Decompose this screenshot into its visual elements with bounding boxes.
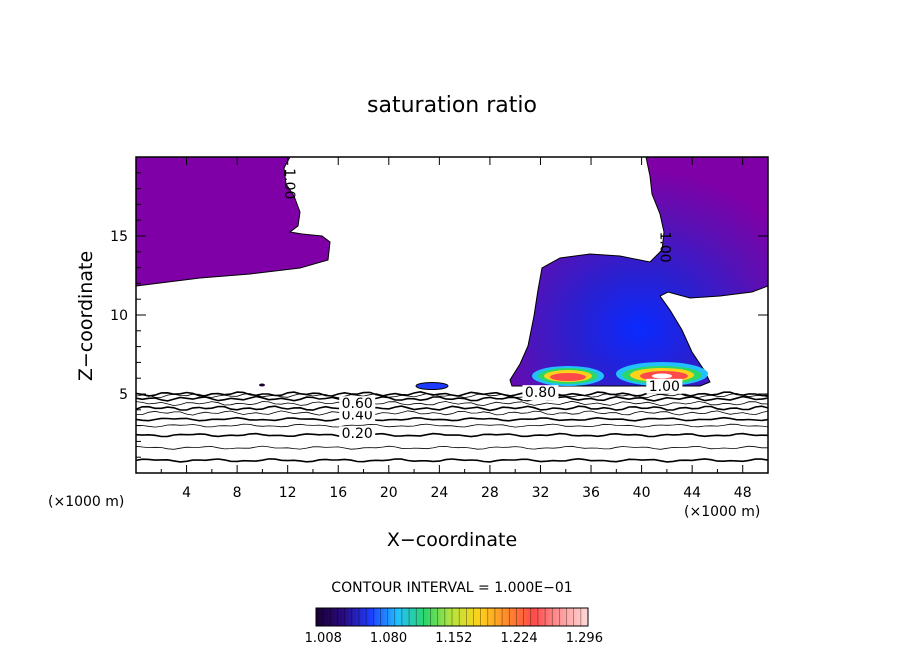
contour-label: 1.00 (657, 231, 673, 262)
x-axis: 4 8 12 16 20 24 28 32 36 40 44 48 (160, 157, 752, 501)
contour-label: 0.80 (525, 385, 556, 401)
colorbar-tick-label: 1.008 (305, 631, 342, 646)
x-tick-label: 28 (481, 485, 499, 501)
contour-line (136, 405, 768, 412)
colorbar-tick-label: 1.224 (500, 631, 537, 646)
contour-line (136, 400, 768, 407)
contour-label: 0.60 (342, 396, 373, 412)
x-tick-label: 20 (380, 485, 398, 501)
contour-label: 1.00 (281, 168, 297, 199)
contour-label-bg (522, 385, 559, 401)
contour-line (136, 416, 768, 422)
contour-line (136, 445, 768, 450)
contour-label: 0.20 (342, 426, 373, 442)
contour-line (136, 457, 768, 463)
supersat-region-upper-left (136, 157, 331, 287)
x-tick-label: 40 (633, 485, 651, 501)
plot-area (136, 157, 768, 463)
y-axis: 5 10 15 (110, 172, 768, 458)
y-tick-label: 5 (119, 387, 128, 403)
x-unit-label-left: (×1000 m) (48, 494, 124, 510)
x-axis-title: X−coordinate (387, 529, 517, 551)
contour-interval-label: CONTOUR INTERVAL = 1.000E−01 (331, 580, 572, 596)
x-tick-label: 48 (734, 485, 752, 501)
contour-line (136, 410, 768, 416)
contour-labels: 0.20 0.400.60 0.80 1.00 1.00 1.00 (281, 168, 683, 442)
x-tick-label: 36 (582, 485, 600, 501)
x-tick-label: 32 (532, 485, 550, 501)
contour-label: 1.00 (649, 379, 680, 395)
colorbar-tick-label: 1.296 (566, 631, 603, 646)
x-tick-label: 16 (329, 485, 347, 501)
contour-line (136, 390, 768, 398)
y-tick-label: 15 (110, 229, 128, 245)
y-axis-title: Z−coordinate (75, 251, 97, 381)
contour-line (136, 395, 768, 402)
colorbar-stripes (315, 608, 589, 626)
contour-line (136, 432, 768, 438)
cloud-core-right-white (652, 373, 672, 379)
x-tick-label: 24 (430, 485, 448, 501)
colorbar-tick-label: 1.152 (435, 631, 472, 646)
tiny-cloud-patch (259, 383, 265, 387)
x-tick-label: 12 (279, 485, 297, 501)
x-tick-label: 4 (182, 485, 191, 501)
contour-label-bg (339, 396, 376, 412)
contour-label: 0.40 (342, 407, 373, 423)
supersat-region-anvil (509, 157, 768, 387)
contour-label-bg (339, 426, 376, 442)
contour-label-bg (646, 378, 683, 394)
cloud-core-left-max (550, 373, 586, 381)
contour-lines (136, 390, 768, 463)
x-unit-label-right: (×1000 m) (684, 504, 760, 520)
small-cloud-patch (415, 382, 449, 390)
colorbar-tick-label: 1.080 (370, 631, 407, 646)
x-tick-label: 8 (233, 485, 242, 501)
x-tick-label: 44 (683, 485, 701, 501)
colorbar-ticks: 1.008 1.080 1.152 1.224 1.296 (305, 631, 603, 646)
chart-title: saturation ratio (367, 93, 537, 118)
y-tick-label: 10 (110, 308, 128, 324)
contour-line (136, 423, 768, 428)
